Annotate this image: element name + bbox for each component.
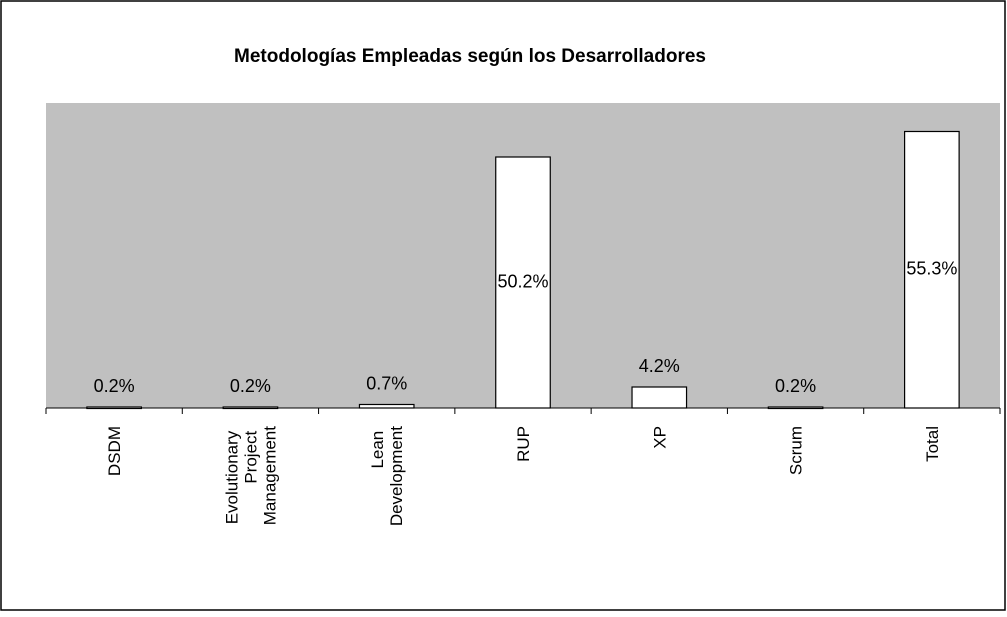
bar bbox=[631, 386, 688, 409]
x-tick-label: RUP bbox=[514, 426, 533, 462]
x-tick-label: XP bbox=[650, 426, 669, 449]
x-tick-label: Scrum bbox=[787, 426, 806, 475]
x-tick-label: DSDM bbox=[105, 426, 124, 476]
x-tick-label: Lean Development bbox=[368, 426, 406, 526]
data-label: 0.7% bbox=[366, 373, 407, 393]
bar bbox=[767, 406, 824, 410]
data-label: 0.2% bbox=[94, 376, 135, 396]
x-tick-label: Total bbox=[923, 426, 942, 462]
data-label: 0.2% bbox=[775, 376, 816, 396]
bar bbox=[358, 403, 415, 409]
data-label: 4.2% bbox=[639, 356, 680, 376]
bar bbox=[903, 130, 960, 409]
bar bbox=[86, 406, 142, 410]
chart-title: Metodologías Empleadas según los Desarro… bbox=[234, 46, 706, 67]
data-label: 55.3% bbox=[906, 259, 957, 279]
data-label: 0.2% bbox=[230, 376, 271, 396]
data-label: 50.2% bbox=[497, 271, 548, 291]
x-tick-label: Evolutionary Project Management bbox=[222, 426, 279, 526]
bar bbox=[222, 406, 279, 410]
bar bbox=[495, 156, 551, 409]
